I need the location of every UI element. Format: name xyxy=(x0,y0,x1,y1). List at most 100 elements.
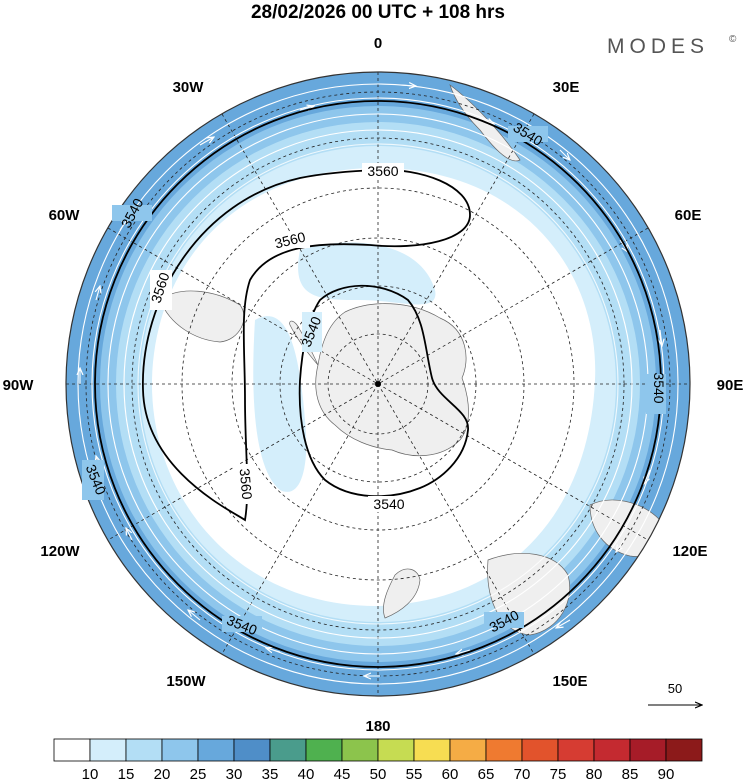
colorbar-swatch xyxy=(593,738,631,762)
contour-label-3560: 3560 xyxy=(273,228,307,251)
longitude-label-90w: 90W xyxy=(3,377,35,394)
colorbar: 10 15 20 25 30 35 40 45 50 55 60 65 70 75 80 85 90 xyxy=(53,738,703,782)
arrowhead xyxy=(556,619,571,628)
arrowhead xyxy=(399,85,416,86)
colorbar-swatch xyxy=(125,738,163,762)
longitude-label-120w: 120W xyxy=(40,543,80,560)
arrowhead xyxy=(188,610,201,621)
colorbar-tick-label: 35 xyxy=(262,766,279,782)
arrowhead xyxy=(299,106,314,110)
contour-label-bg xyxy=(234,464,256,504)
contour-label-bg xyxy=(368,496,410,512)
contour-label-3560: 3560 xyxy=(237,468,256,501)
arrowhead xyxy=(616,539,625,552)
south-america-tip xyxy=(159,290,245,343)
colorbar-swatch xyxy=(161,738,199,762)
colorbar-swatch xyxy=(449,738,487,762)
colorbar-tick-label: 55 xyxy=(406,766,423,782)
colorbar-swatch xyxy=(341,738,379,762)
arrowhead xyxy=(199,137,214,146)
colorbar-tick-label: 40 xyxy=(298,766,315,782)
colorbar-swatch xyxy=(197,738,235,762)
modes-logo: MODES © xyxy=(607,34,737,58)
arrowhead xyxy=(479,117,494,124)
colorbar-tick-label: 15 xyxy=(118,766,135,782)
contour-label-bg xyxy=(150,270,172,310)
contour-label-bg xyxy=(112,205,152,221)
contour-label-bg xyxy=(508,126,548,142)
colorbar-tick-label: 80 xyxy=(586,766,603,782)
colorbar-tick-label: 85 xyxy=(622,766,639,782)
contour-label-bg xyxy=(484,612,524,628)
meridian-line xyxy=(221,113,535,655)
colorbar-tick-label: 75 xyxy=(550,766,567,782)
contour-3560 xyxy=(142,168,471,522)
colorbar-swatch xyxy=(377,738,415,762)
streamline-arrowheads xyxy=(80,85,662,676)
new-zealand xyxy=(383,568,421,619)
map-border xyxy=(65,71,691,697)
colorbar-swatch xyxy=(665,738,703,762)
colorbar-swatch xyxy=(89,738,127,762)
longitude-label-60e: 60E xyxy=(675,207,702,224)
colorbar-tick-label: 60 xyxy=(442,766,459,782)
south-pole-marker xyxy=(375,381,381,387)
longitude-label-150e: 150E xyxy=(552,673,587,690)
contour-label-bg xyxy=(82,460,104,500)
longitude-label-0: 0 xyxy=(374,35,382,52)
longitude-label-30e: 30E xyxy=(553,79,580,96)
graticule xyxy=(66,72,690,696)
contour-label-bg xyxy=(222,616,262,632)
arrowhead xyxy=(644,469,651,484)
colorbar-swatch xyxy=(233,738,271,762)
antarctica xyxy=(315,303,469,457)
meridian-line xyxy=(107,227,649,541)
contour-label-bg xyxy=(362,163,404,179)
shade-patch-ross xyxy=(298,242,436,305)
colorbar-tick-label: 65 xyxy=(478,766,495,782)
brand-mark: © xyxy=(729,34,737,45)
contour-label-bg xyxy=(270,232,310,248)
colorbar-tick-label: 30 xyxy=(226,766,243,782)
map-title: 28/02/2026 00 UTC + 108 hrs xyxy=(251,2,505,23)
streamline xyxy=(123,129,633,639)
longitude-label-90e: 90E xyxy=(717,377,744,394)
arrowhead xyxy=(266,648,281,652)
colorbar-swatch xyxy=(305,738,343,762)
longitude-label-150w: 150W xyxy=(166,673,206,690)
colorbar-swatch xyxy=(269,738,307,762)
colorbar-tick-label: 10 xyxy=(82,766,99,782)
streamline xyxy=(137,143,619,625)
longitude-label-30w: 30W xyxy=(173,79,205,96)
colorbar-swatch xyxy=(413,738,451,762)
contour-label-bg xyxy=(646,374,666,414)
colorbar-tick-label: 20 xyxy=(154,766,171,782)
polar-map xyxy=(66,72,690,696)
contour-label-bg xyxy=(302,312,322,352)
meridian-line xyxy=(107,227,649,541)
arrowhead xyxy=(660,329,662,346)
colorbar-swatch xyxy=(485,738,523,762)
arrowhead xyxy=(126,528,133,541)
longitude-label-180: 180 xyxy=(365,718,390,735)
colorbar-tick-label: 50 xyxy=(370,766,387,782)
colorbar-tick-label: 45 xyxy=(334,766,351,782)
colorbar-tick-label: 25 xyxy=(190,766,207,782)
brand-logo-text: MODES xyxy=(607,35,709,58)
longitude-labels: 0 30E 60E 90E 120E 150E 180 150W 120W 90… xyxy=(3,35,744,735)
colorbar-swatch xyxy=(53,738,91,762)
contour-3540-inner xyxy=(298,284,469,498)
streamline xyxy=(77,83,679,685)
longitude-label-60w: 60W xyxy=(49,207,81,224)
contour-label-3540: 3540 xyxy=(651,372,667,403)
meridian-line xyxy=(221,113,535,655)
colorbar-tick-label: 70 xyxy=(514,766,531,782)
colorbar-swatch xyxy=(521,738,559,762)
colorbar-swatch xyxy=(557,738,595,762)
contour-labels: 3540 3540 3540 3540 3540 3540 3560 3560 … xyxy=(82,119,667,638)
reference-vector-label: 50 xyxy=(668,681,682,696)
longitude-label-120e: 120E xyxy=(672,543,707,560)
arrowhead xyxy=(456,650,471,654)
arrowhead xyxy=(96,286,100,301)
